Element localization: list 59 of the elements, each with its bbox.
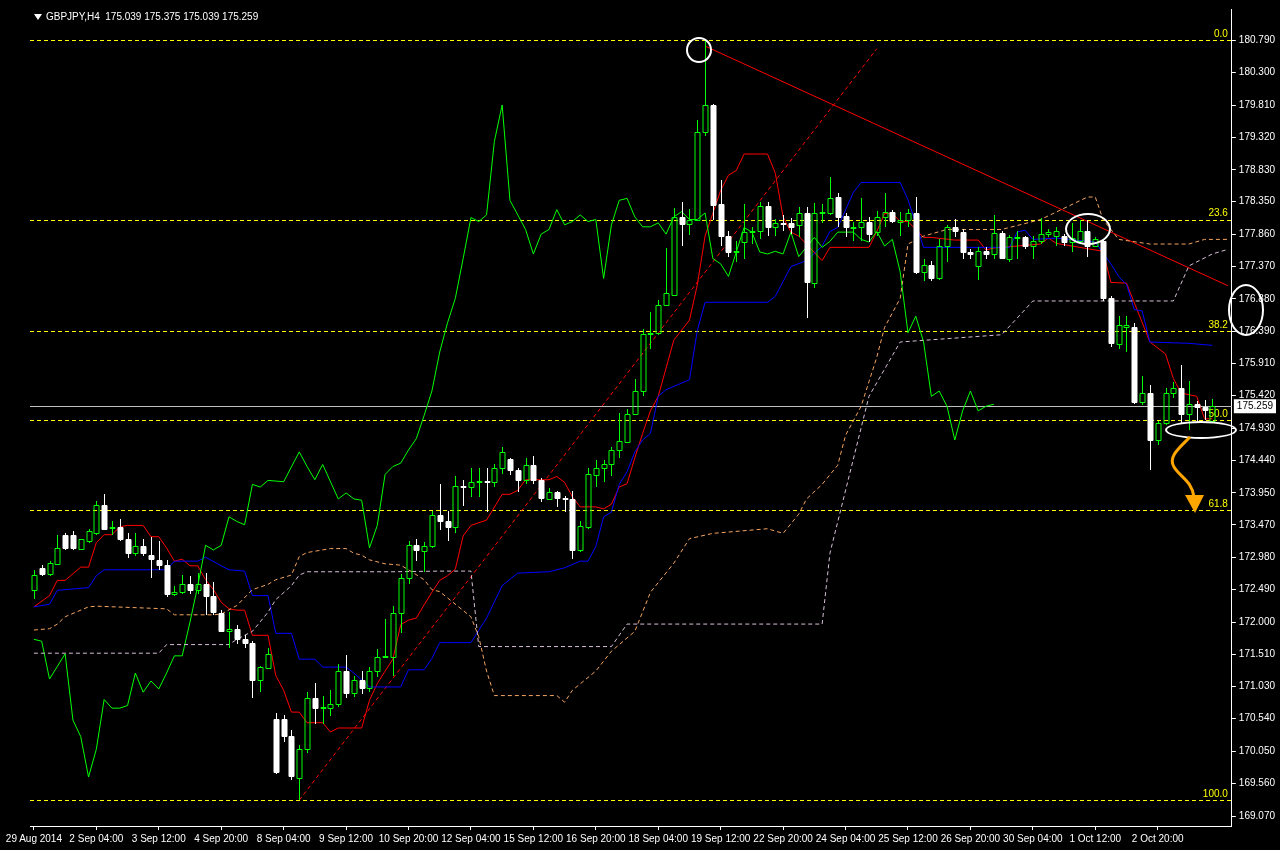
candlestick: [226, 611, 233, 649]
y-tick-label: 175.910: [1238, 356, 1276, 368]
x-tick-label: 9 Sep 12:00: [319, 832, 374, 844]
y-tick-label: 171.510: [1238, 648, 1276, 660]
candlestick: [109, 520, 116, 536]
x-tick-label: 1 Oct 12:00: [1069, 832, 1122, 844]
y-tick-label: 180.300: [1238, 66, 1276, 78]
y-tick-label: 170.540: [1238, 712, 1276, 724]
candlestick: [1186, 380, 1193, 431]
y-tick-label: 180.790: [1238, 33, 1276, 45]
x-tick-label: 26 Sep 20:00: [940, 832, 1001, 844]
annotation: 100.0: [1202, 787, 1229, 799]
y-tick-label: 173.470: [1238, 518, 1276, 530]
x-tick-label: 2 Oct 20:00: [1131, 832, 1184, 844]
y-tick-label: 172.980: [1238, 550, 1276, 562]
y-tick-label: 172.000: [1238, 615, 1276, 627]
y-tick-label: 179.320: [1238, 131, 1276, 143]
x-tick-label: 2 Sep 04:00: [69, 832, 124, 844]
candlestick: [733, 240, 740, 263]
candlestick: [132, 532, 139, 557]
annotation: 0.0: [1213, 27, 1229, 39]
x-tick-label: 25 Sep 12:00: [878, 832, 939, 844]
chart-title: GBPJPY,H4 175.039 175.375 175.039 175.259: [46, 10, 259, 22]
x-tick-label: 4 Sep 20:00: [194, 832, 249, 844]
line-series: [33, 248, 1229, 654]
x-tick-label: 12 Sep 04:00: [441, 832, 502, 844]
x-tick-label: 8 Sep 04:00: [256, 832, 312, 844]
y-tick-label: 178.350: [1238, 195, 1276, 207]
y-tick-label: 177.860: [1238, 227, 1276, 239]
x-tick-label: 22 Sep 20:00: [753, 832, 814, 844]
y-tick-label: 171.030: [1238, 680, 1276, 692]
x-tick-label: 29 Aug 2014: [5, 832, 63, 844]
x-tick-label: 3 Sep 12:00: [131, 832, 187, 844]
candlestick: [772, 218, 779, 237]
candlestick: [921, 258, 928, 282]
y-tick-label: 174.440: [1238, 454, 1276, 466]
y-tick-label: 170.050: [1238, 744, 1276, 756]
x-tick-label: 18 Sep 04:00: [628, 832, 689, 844]
y-tick-label: 169.560: [1238, 777, 1276, 789]
y-tick-label: 175.420: [1238, 389, 1276, 401]
y-tick-label: 179.810: [1238, 98, 1276, 110]
y-tick-label: 173.950: [1238, 486, 1276, 498]
y-tick-label: 177.370: [1238, 260, 1276, 272]
x-tick-label: 15 Sep 12:00: [503, 832, 564, 844]
x-tick-label: 19 Sep 12:00: [690, 832, 751, 844]
x-tick-label: 16 Sep 20:00: [566, 832, 626, 844]
annotation: 50.0: [1208, 407, 1229, 419]
y-tick-label: 174.930: [1238, 421, 1276, 433]
ref-line-label: 175.259: [1236, 400, 1274, 412]
x-tick-label: 10 Sep 20:00: [378, 832, 439, 844]
candlestick: [195, 572, 202, 595]
y-tick-label: 172.490: [1238, 583, 1276, 595]
annotation: 61.8: [1208, 497, 1229, 509]
y-tick-label: 169.070: [1238, 809, 1276, 821]
annotation: 23.6: [1208, 207, 1229, 219]
x-tick-label: 30 Sep 04:00: [1003, 832, 1064, 844]
annotation: 38.2: [1208, 318, 1229, 330]
x-tick-label: 24 Sep 04:00: [815, 832, 876, 844]
y-tick-label: 178.830: [1238, 163, 1276, 175]
